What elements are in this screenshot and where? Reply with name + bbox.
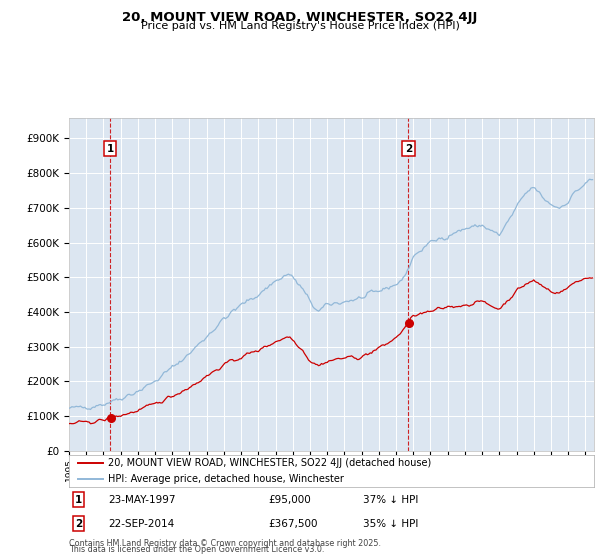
- Text: Price paid vs. HM Land Registry's House Price Index (HPI): Price paid vs. HM Land Registry's House …: [140, 21, 460, 31]
- Text: £95,000: £95,000: [269, 494, 311, 505]
- Text: Contains HM Land Registry data © Crown copyright and database right 2025.: Contains HM Land Registry data © Crown c…: [69, 539, 381, 548]
- Text: 22-SEP-2014: 22-SEP-2014: [109, 519, 175, 529]
- Text: HPI: Average price, detached house, Winchester: HPI: Average price, detached house, Winc…: [109, 474, 344, 484]
- Text: 20, MOUNT VIEW ROAD, WINCHESTER, SO22 4JJ (detached house): 20, MOUNT VIEW ROAD, WINCHESTER, SO22 4J…: [109, 458, 431, 468]
- Text: 23-MAY-1997: 23-MAY-1997: [109, 494, 176, 505]
- Text: £367,500: £367,500: [269, 519, 318, 529]
- Text: 2: 2: [75, 519, 82, 529]
- Text: 2: 2: [405, 144, 412, 154]
- Text: 20, MOUNT VIEW ROAD, WINCHESTER, SO22 4JJ: 20, MOUNT VIEW ROAD, WINCHESTER, SO22 4J…: [122, 11, 478, 24]
- Text: 35% ↓ HPI: 35% ↓ HPI: [363, 519, 418, 529]
- Text: 1: 1: [106, 144, 113, 154]
- Text: This data is licensed under the Open Government Licence v3.0.: This data is licensed under the Open Gov…: [69, 545, 325, 554]
- Text: 37% ↓ HPI: 37% ↓ HPI: [363, 494, 418, 505]
- Text: 1: 1: [75, 494, 82, 505]
